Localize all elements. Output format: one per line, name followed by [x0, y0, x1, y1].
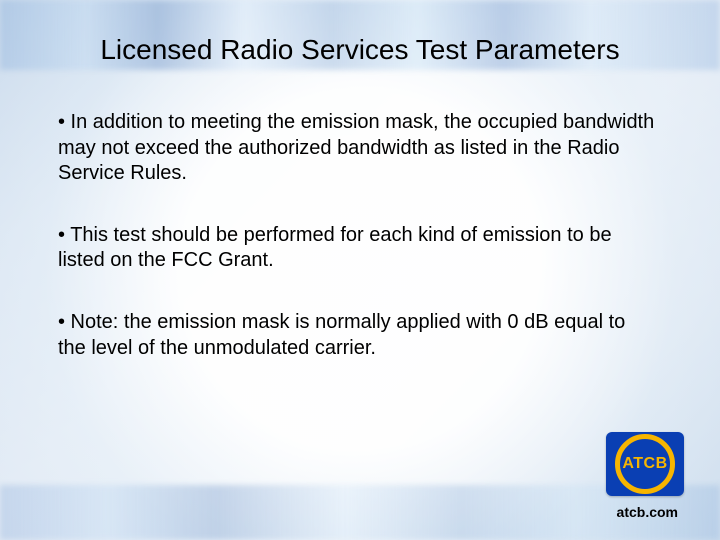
atcb-logo: ATCB	[606, 432, 684, 496]
slide-body: • In addition to meeting the emission ma…	[58, 110, 658, 361]
bullet-item: • In addition to meeting the emission ma…	[58, 110, 658, 187]
bullet-item: • Note: the emission mask is normally ap…	[58, 310, 658, 361]
slide: Licensed Radio Services Test Parameters …	[0, 0, 720, 540]
logo-text: ATCB	[622, 455, 667, 473]
slide-title: Licensed Radio Services Test Parameters	[0, 34, 720, 66]
logo-ring: ATCB	[615, 434, 675, 494]
bullet-item: • This test should be performed for each…	[58, 223, 658, 274]
footer-url: atcb.com	[617, 504, 678, 520]
